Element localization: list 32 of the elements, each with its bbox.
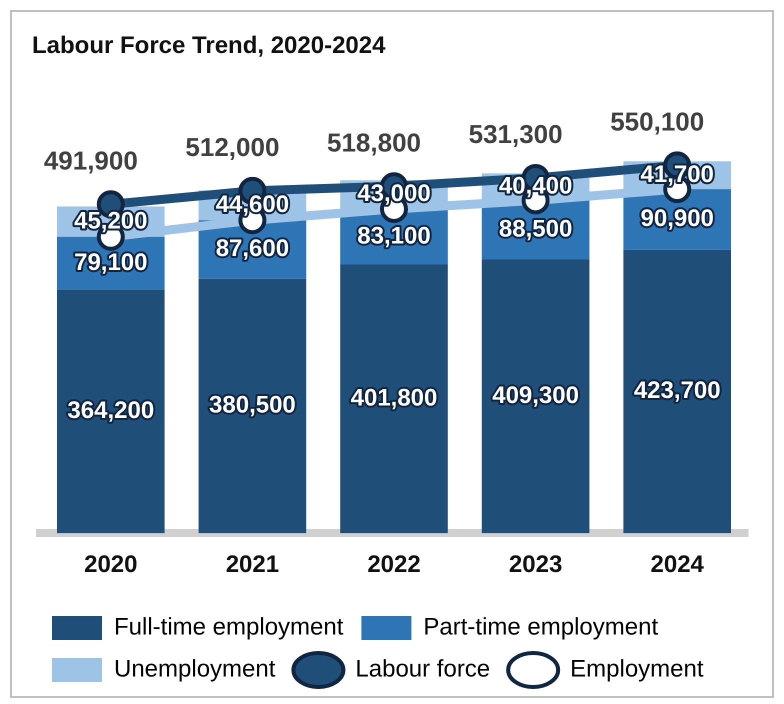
x-tick-label: 2020 <box>84 551 138 578</box>
data-label: 531,300 <box>468 119 563 150</box>
data-label: 79,100 <box>74 248 148 276</box>
data-label: 409,300 <box>492 382 579 409</box>
legend-label: Part-time employment <box>423 614 658 641</box>
data-label: 45,200 <box>74 207 148 234</box>
x-tick-label: 2023 <box>508 551 562 578</box>
bar <box>198 278 306 534</box>
legend-label: Employment <box>570 656 704 683</box>
data-label: 401,800 <box>350 384 438 412</box>
data-label: 88,500 <box>498 216 572 243</box>
x-tick-label: 2021 <box>226 551 280 578</box>
data-label: 512,000 <box>185 132 280 162</box>
legend-label: Labour force <box>355 656 490 683</box>
legend-label: Full-time employment <box>114 614 344 641</box>
x-tick-label: 2022 <box>367 551 421 578</box>
data-label: 87,600 <box>216 235 290 262</box>
bar <box>56 290 165 534</box>
data-label: 423,700 <box>634 377 721 404</box>
bar <box>623 250 732 534</box>
data-label: 518,800 <box>327 127 421 158</box>
data-label: 90,900 <box>640 205 714 232</box>
text: Labour Force Trend, 2020-2024 <box>32 32 386 60</box>
data-label: 491,900 <box>44 145 138 176</box>
bar <box>482 260 590 534</box>
bar <box>340 264 448 534</box>
data-label: 83,100 <box>357 222 431 250</box>
data-label: 380,500 <box>209 392 296 419</box>
data-label: 550,100 <box>610 106 704 137</box>
x-tick-label: 2024 <box>650 551 705 578</box>
data-label: 364,200 <box>67 397 154 424</box>
legend-label: Unemployment <box>114 656 276 683</box>
